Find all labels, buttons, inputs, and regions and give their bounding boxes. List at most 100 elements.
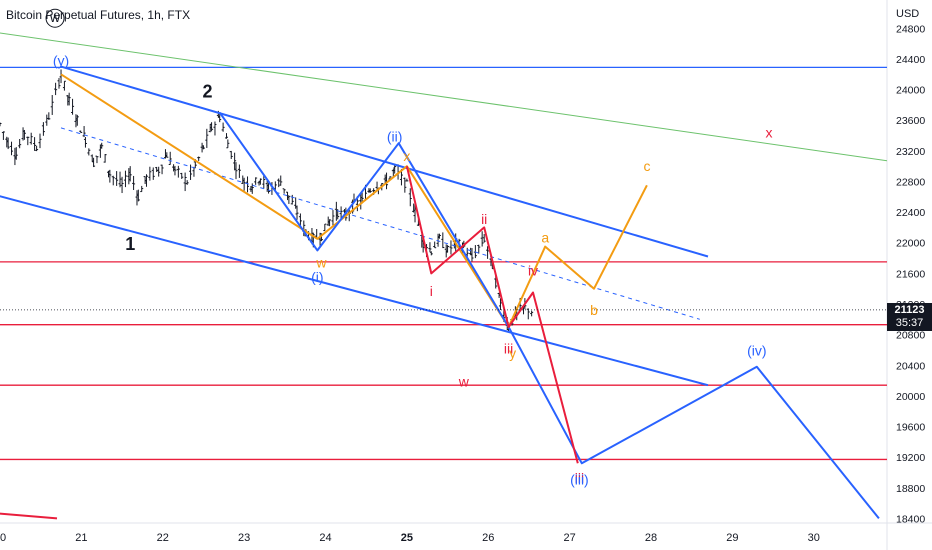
wave-label: a	[541, 229, 549, 245]
price-bar	[173, 165, 177, 176]
price-bar	[14, 147, 18, 160]
price-bar	[221, 122, 225, 132]
price-bar	[59, 69, 63, 84]
price-bar	[262, 175, 266, 189]
price-bar	[286, 191, 290, 201]
price-bar	[429, 251, 433, 256]
chart-title: Bitcoin Perpetual Futures, 1h, FTX	[6, 8, 191, 22]
price-bar	[87, 148, 91, 156]
price-bar	[210, 122, 214, 132]
price-bar	[234, 162, 238, 180]
price-bar	[120, 176, 124, 194]
price-bar	[237, 164, 241, 178]
price-bar	[79, 130, 83, 133]
price-bar	[132, 175, 136, 190]
price-bar	[408, 188, 412, 207]
wave-label: iii	[504, 340, 513, 356]
x-tick-label: 24	[319, 532, 331, 544]
price-bar	[189, 164, 193, 180]
price-bar	[224, 133, 228, 139]
price-bar	[136, 189, 140, 202]
price-bar	[118, 171, 122, 188]
wave-label: (iii)	[570, 471, 589, 487]
y-tick-label: 20000	[896, 391, 925, 403]
price-bar	[83, 137, 87, 148]
y-tick-label: 20400	[896, 360, 925, 372]
wave-label: ii	[481, 211, 487, 227]
y-tick-label: 24000	[896, 85, 925, 97]
blue-line-2	[0, 195, 709, 387]
price-bar	[140, 185, 144, 193]
y-tick-label: 18800	[896, 483, 925, 495]
price-bar	[176, 165, 180, 178]
price-bar	[449, 240, 453, 255]
price-bar	[433, 241, 437, 249]
price-bar	[446, 245, 450, 253]
price-bar	[229, 150, 233, 160]
wave-label: iv	[528, 262, 538, 278]
price-bar	[144, 174, 148, 187]
price-bar	[197, 156, 201, 161]
x-tick-label: 23	[238, 532, 250, 544]
blue-line-3	[60, 127, 700, 320]
price-bar	[50, 95, 54, 115]
price-bar	[35, 145, 39, 152]
y-tick-label: 22400	[896, 207, 925, 219]
wave-label: x	[766, 124, 773, 140]
price-bar	[165, 152, 169, 158]
x-tick-label: 30	[808, 532, 820, 544]
wave-label: (y)	[53, 52, 69, 68]
price-bar	[155, 166, 159, 173]
wave-label: w	[458, 373, 470, 389]
price-bar	[128, 166, 132, 182]
price-bar	[368, 188, 372, 193]
price-bar	[54, 82, 58, 96]
y-tick-label: 24400	[896, 54, 925, 66]
x-tick-label: 20	[0, 532, 6, 544]
y-tick-label: 23200	[896, 146, 925, 158]
price-bar	[277, 178, 281, 188]
price-bar	[246, 176, 250, 193]
price-bar	[47, 112, 51, 120]
price-bar	[92, 157, 96, 168]
price-bar	[108, 169, 112, 183]
y-tick-label: 19600	[896, 422, 925, 434]
last-price-tag: 21123	[887, 302, 932, 317]
wave-label: w	[49, 9, 61, 25]
price-bar	[205, 128, 209, 148]
price-bar	[183, 172, 187, 192]
wave-label: b	[590, 302, 598, 318]
price-bar	[95, 155, 99, 164]
x-tick-label: 29	[726, 532, 738, 544]
price-bar	[67, 92, 71, 106]
price-bar	[213, 121, 217, 136]
x-tick-label: 21	[75, 532, 87, 544]
price-bar	[428, 242, 432, 252]
wave-label-circle	[45, 8, 65, 28]
price-bar	[258, 178, 262, 185]
wave-label: (i)	[311, 269, 323, 285]
price-bar	[233, 152, 237, 171]
price-bar	[385, 172, 389, 190]
price-bar	[323, 223, 327, 232]
price-bar	[267, 182, 271, 194]
price-bar	[290, 194, 294, 205]
x-tick-label: 27	[564, 532, 576, 544]
price-bar	[22, 129, 26, 140]
price-bar	[328, 219, 332, 227]
y-tick-label: 21600	[896, 268, 925, 280]
price-bar	[486, 246, 490, 259]
wave-label: (iv)	[747, 343, 766, 359]
x-tick-label: 28	[645, 532, 657, 544]
price-bar	[1, 131, 5, 140]
price-bar	[185, 180, 189, 185]
price-bar	[111, 175, 115, 186]
price-bar	[180, 172, 184, 179]
price-bar	[157, 166, 161, 177]
price-bar	[405, 178, 409, 182]
wave-label: (ii)	[387, 128, 403, 144]
price-bar	[33, 137, 37, 151]
wave-label: 1	[125, 234, 135, 254]
